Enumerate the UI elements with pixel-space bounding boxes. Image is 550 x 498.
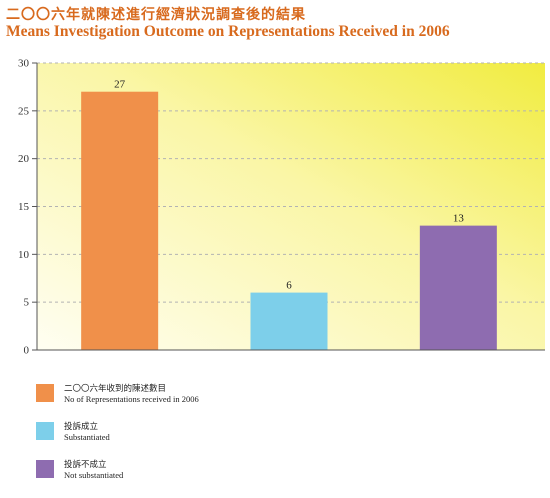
y-tick-label: 10 <box>18 249 30 261</box>
y-tick-label: 30 <box>18 58 30 70</box>
legend-label-zh: 投訴成立 <box>64 422 99 432</box>
y-tick-label: 25 <box>18 105 30 117</box>
bar-chart: 27 6 13 0 5 10 15 20 25 30 <box>18 58 545 357</box>
data-label: 6 <box>286 280 292 292</box>
chart-title-chinese: 二〇〇六年就陳述進行經濟狀況調查後的結果 <box>6 7 306 23</box>
y-tick-label: 15 <box>18 201 30 213</box>
y-tick-label: 20 <box>18 153 30 165</box>
bar-1 <box>81 91 159 350</box>
legend-label-en: No of Representations received in 2006 <box>64 394 199 404</box>
legend-label-zh: 投訴不成立 <box>64 460 107 470</box>
data-label: 13 <box>453 213 465 225</box>
legend-label-en: Substantiated <box>64 432 110 442</box>
data-label: 27 <box>114 79 126 91</box>
legend-label-zh: 二〇〇六年收到的陳述數目 <box>64 384 167 394</box>
legend-swatch-received <box>36 384 54 402</box>
legend-swatch-substantiated <box>36 422 54 440</box>
legend-label-en: Not substantiated <box>64 470 124 480</box>
legend-swatch-not-substantiated <box>36 460 54 478</box>
bar-2 <box>250 292 328 350</box>
chart-title-english: Means Investigation Outcome on Represent… <box>6 23 450 40</box>
y-tick-label: 5 <box>24 297 30 309</box>
bar-3 <box>419 225 497 350</box>
y-tick-label: 0 <box>24 345 30 357</box>
